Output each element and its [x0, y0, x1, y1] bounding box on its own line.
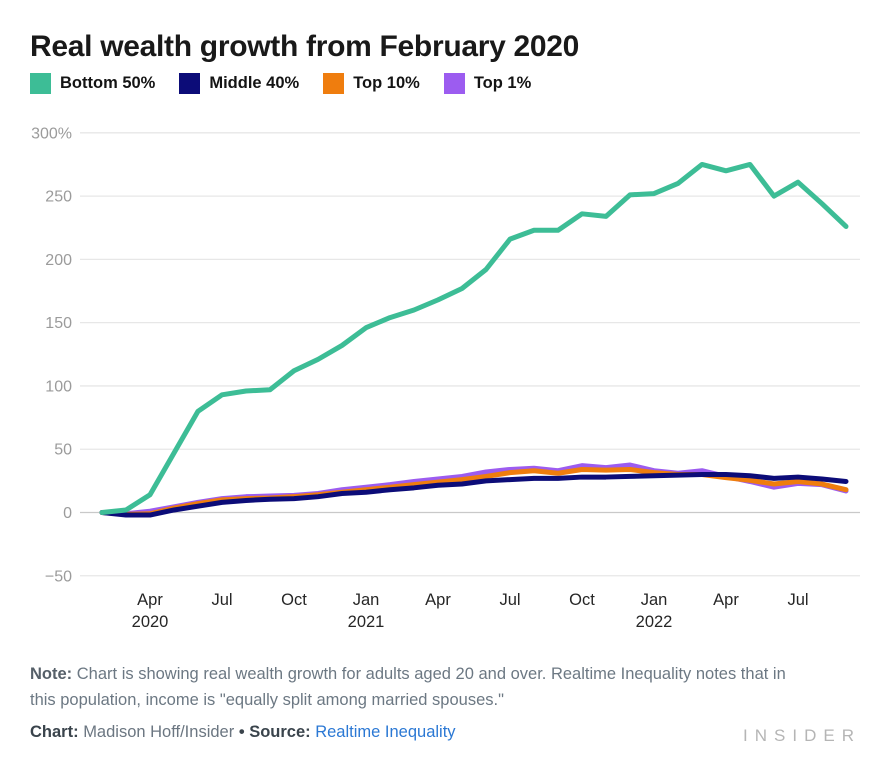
- note-label: Note:: [30, 665, 73, 683]
- legend-label-top-10: Top 10%: [353, 74, 420, 92]
- x-tick-label-apr-2020: Apr: [137, 591, 163, 609]
- x-tick-label-jan-2022: Jan: [641, 591, 668, 609]
- credit-source-label: Source:: [249, 723, 311, 741]
- y-tick-label-150: 150: [45, 315, 72, 332]
- y-tick-label-250: 250: [45, 189, 72, 206]
- page-title: Real wealth growth from February 2020: [30, 30, 580, 64]
- x-tick-label-jul: Jul: [499, 591, 520, 609]
- source-link[interactable]: Realtime Inequality: [315, 723, 456, 741]
- y-tick-label-200: 200: [45, 252, 72, 269]
- x-tick-year-2020: 2020: [132, 613, 169, 631]
- x-tick-label-oct: Oct: [281, 591, 307, 609]
- x-tick-label-apr: Apr: [425, 591, 451, 609]
- legend-swatch-top-1: [443, 73, 465, 94]
- y-tick-label--50: −50: [45, 568, 72, 585]
- legend-label-middle-40: Middle 40%: [209, 74, 300, 92]
- credit-bullet: •: [238, 723, 245, 741]
- note-line1: Chart is showing real wealth growth for …: [76, 665, 786, 683]
- y-tick-label-300: 300%: [31, 125, 72, 142]
- credit-line: Chart: Madison Hoff/Insider • Source: Re…: [30, 723, 456, 742]
- series-line-middle-40: [99, 472, 849, 518]
- x-tick-label-oct: Oct: [569, 591, 595, 609]
- legend-item-middle-40: Middle 40%: [179, 73, 299, 94]
- credit-chart-label: Chart:: [30, 723, 79, 741]
- note-line2: this population, income is "equally spli…: [30, 690, 504, 709]
- credit-chart-value: Madison Hoff/Insider: [83, 723, 235, 741]
- y-tick-label-0: 0: [63, 505, 72, 522]
- legend-swatch-bottom-50: [30, 73, 51, 94]
- x-tick-year-2022: 2022: [636, 613, 673, 631]
- legend-label-bottom-50: Bottom 50%: [60, 74, 156, 92]
- legend-item-bottom-50: Bottom 50%: [30, 73, 155, 94]
- legend-swatch-top-10: [323, 73, 345, 94]
- insider-logo: INSIDER: [743, 726, 861, 745]
- legend-swatch-middle-40: [179, 73, 201, 94]
- x-tick-label-jul: Jul: [787, 591, 808, 609]
- legend-label-top-1: Top 1%: [473, 74, 532, 92]
- x-tick-label-apr: Apr: [713, 591, 739, 609]
- series-line-top-1: [99, 462, 849, 517]
- y-tick-label-100: 100: [45, 378, 72, 395]
- legend: Bottom 50% Middle 40% Top 10% Top 1%: [30, 73, 555, 94]
- wealth-growth-line-chart: 300% 250 200 150 100 50 0 −50 Apr 2020 Jul Oct Jan 20…: [31, 125, 860, 631]
- y-tick-label-50: 50: [54, 442, 72, 459]
- legend-item-top-1: Top 1%: [443, 73, 532, 94]
- x-tick-label-jul: Jul: [211, 591, 232, 609]
- series-line-bottom-50: [99, 161, 849, 515]
- x-tick-year-2021: 2021: [348, 613, 385, 631]
- legend-item-top-10: Top 10%: [323, 73, 420, 94]
- x-tick-label-jan-2021: Jan: [353, 591, 380, 609]
- chart-note: Note: Chart is showing real wealth growt…: [30, 662, 860, 713]
